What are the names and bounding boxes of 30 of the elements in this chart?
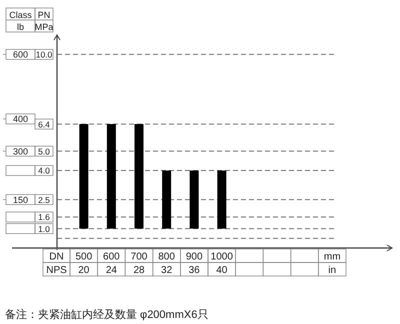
text: 28 <box>133 265 145 276</box>
y2-tick-label: 150 <box>12 194 28 205</box>
text: NPS <box>46 265 68 276</box>
x-tick-label: 700 <box>130 252 148 262</box>
y-tick-label: 6.4 <box>38 119 50 130</box>
text: 5.0 <box>38 146 50 156</box>
text: 10.0 <box>36 50 52 60</box>
text: 1.0 <box>38 224 50 234</box>
x-tick-label: 1000 <box>210 252 234 262</box>
text: 32 <box>161 265 173 276</box>
x-tick-label: 500 <box>75 252 93 262</box>
text: 36 <box>188 265 200 276</box>
text: mm <box>324 252 341 262</box>
x-tick-label: 900 <box>186 252 203 262</box>
y-tick-label: 2.5 <box>38 194 50 205</box>
y-tick-label: 1.6 <box>38 212 50 222</box>
text: 40 <box>216 265 228 276</box>
y2-tick-label: 400 <box>12 114 28 124</box>
text: DN <box>49 252 64 262</box>
text: 4.0 <box>38 166 50 176</box>
text: 24 <box>106 265 118 276</box>
x-tick-label: 800 <box>158 252 176 262</box>
text: 20 <box>78 265 90 276</box>
text: in <box>328 265 336 276</box>
y2-tick-label: 600 <box>12 50 28 60</box>
x-tick-label: 600 <box>103 252 120 262</box>
y2-tick-label: 300 <box>12 146 28 156</box>
y2-axis-title: Class lb <box>9 10 32 32</box>
y-axis-title: PN MPa <box>34 10 54 32</box>
text: 备注：夹紧油缸内经及数量 φ200mmX6只 <box>5 308 208 321</box>
